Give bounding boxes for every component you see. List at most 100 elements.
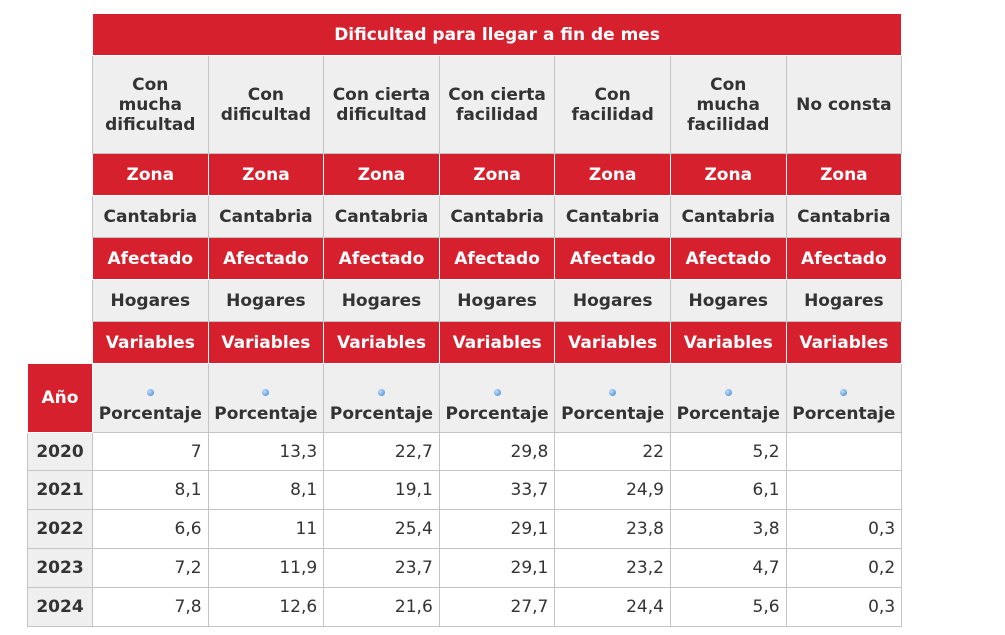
zona-label: Zona — [669, 153, 787, 196]
afectado-label: Afectado — [785, 237, 903, 280]
table-row: Zona Zona Zona Zona Zona Zona Zona — [27, 153, 903, 196]
zona-label: Zona — [323, 153, 440, 196]
afectado-label: Afectado — [323, 237, 440, 280]
year-cell: 2024 — [27, 587, 93, 627]
table-row: 2022 6,6 11 25,4 29,1 23,8 3,8 0,3 — [27, 509, 903, 549]
column-header[interactable]: Con dificultad — [207, 55, 325, 154]
value-cell: 24,9 — [554, 470, 671, 510]
value-cell: 23,2 — [554, 548, 671, 588]
variable-label: Porcentaje — [792, 404, 896, 424]
zona-value: Cantabria — [438, 195, 556, 238]
table-row: Cantabria Cantabria Cantabria Cantabria Cant… — [27, 195, 903, 238]
variable-header[interactable]: Porcentaje — [785, 363, 903, 433]
column-header[interactable]: Con cierta dificultad — [323, 55, 440, 154]
variables-label: Variables — [438, 321, 556, 364]
year-header: Año — [27, 363, 93, 433]
variables-label: Variables — [554, 321, 671, 364]
value-cell: 19,1 — [323, 470, 440, 510]
afectado-label: Afectado — [207, 237, 325, 280]
blank-cell — [27, 55, 93, 154]
value-cell: 27,7 — [438, 587, 556, 627]
variables-label: Variables — [323, 321, 440, 364]
table-row: 2020 7 13,3 22,7 29,8 22 5,2 — [27, 432, 903, 471]
info-dot-icon[interactable] — [840, 389, 848, 396]
table-row: Hogares Hogares Hogares Hogares Hogares Hogar… — [27, 279, 903, 322]
variable-label: Porcentaje — [214, 404, 318, 424]
afectado-value: Hogares — [438, 279, 556, 322]
value-cell: 6,6 — [92, 509, 209, 549]
value-cell: 5,2 — [669, 432, 787, 471]
column-header[interactable]: Con cierta facilidad — [438, 55, 556, 154]
info-dot-icon[interactable] — [493, 389, 501, 396]
zona-value: Cantabria — [92, 195, 209, 238]
table-row: Año Porcentaje Porcentaje Porcentaje Porcent… — [27, 363, 903, 433]
variable-label: Porcentaje — [445, 404, 549, 424]
column-header[interactable]: Con facilidad — [554, 55, 671, 154]
info-dot-icon[interactable] — [724, 389, 732, 396]
value-cell — [785, 470, 903, 510]
afectado-value: Hogares — [669, 279, 787, 322]
value-cell: 29,1 — [438, 509, 556, 549]
zona-label: Zona — [92, 153, 209, 196]
afectado-label: Afectado — [92, 237, 209, 280]
value-cell: 22 — [554, 432, 671, 471]
value-cell: 7,2 — [92, 548, 209, 588]
afectado-label: Afectado — [554, 237, 671, 280]
column-header[interactable]: No consta — [785, 55, 903, 154]
value-cell: 23,7 — [323, 548, 440, 588]
year-cell: 2020 — [27, 432, 93, 471]
afectado-value: Hogares — [207, 279, 325, 322]
zona-label: Zona — [785, 153, 903, 196]
variables-label: Variables — [207, 321, 325, 364]
year-cell: 2022 — [27, 509, 93, 549]
variables-label: Variables — [669, 321, 787, 364]
variable-label: Porcentaje — [561, 404, 665, 424]
blank-cell — [27, 237, 93, 280]
afectado-value: Hogares — [554, 279, 671, 322]
value-cell: 0,3 — [785, 587, 903, 627]
table-row: Afectado Afectado Afectado Afectado Afectado… — [27, 237, 903, 280]
blank-cell — [27, 13, 93, 56]
afectado-value: Hogares — [323, 279, 440, 322]
value-cell: 21,6 — [323, 587, 440, 627]
table-row: Variables Variables Variables Variables Vari… — [27, 321, 903, 364]
column-header[interactable]: Con mucha dificultad — [92, 55, 209, 154]
value-cell — [785, 432, 903, 471]
blank-cell — [27, 153, 93, 196]
variable-header[interactable]: Porcentaje — [92, 363, 209, 433]
value-cell: 24,4 — [554, 587, 671, 627]
zona-label: Zona — [438, 153, 556, 196]
value-cell: 29,1 — [438, 548, 556, 588]
value-cell: 29,8 — [438, 432, 556, 471]
variable-label: Porcentaje — [98, 404, 202, 424]
value-cell: 22,7 — [323, 432, 440, 471]
variable-label: Porcentaje — [676, 404, 780, 424]
table-row: Con mucha dificultad Con dificultad Con ci… — [27, 55, 903, 154]
zona-label: Zona — [207, 153, 325, 196]
variables-label: Variables — [92, 321, 209, 364]
table-row: Dificultad para llegar a fin de mes — [27, 13, 903, 56]
variable-header[interactable]: Porcentaje — [323, 363, 440, 433]
table-row: 2023 7,2 11,9 23,7 29,1 23,2 4,7 0,2 — [27, 548, 903, 588]
zona-value: Cantabria — [785, 195, 903, 238]
zona-label: Zona — [554, 153, 671, 196]
info-dot-icon[interactable] — [262, 389, 270, 396]
afectado-label: Afectado — [669, 237, 787, 280]
blank-cell — [27, 195, 93, 238]
value-cell: 23,8 — [554, 509, 671, 549]
table-row: 2024 7,8 12,6 21,6 27,7 24,4 5,6 0,3 — [27, 587, 903, 627]
info-dot-icon[interactable] — [377, 389, 385, 396]
column-header[interactable]: Con mucha facilidad — [669, 55, 787, 154]
value-cell: 11,9 — [207, 548, 325, 588]
value-cell: 13,3 — [207, 432, 325, 471]
value-cell: 0,2 — [785, 548, 903, 588]
afectado-value: Hogares — [785, 279, 903, 322]
variable-header[interactable]: Porcentaje — [554, 363, 671, 433]
info-dot-icon[interactable] — [146, 389, 154, 396]
info-dot-icon[interactable] — [609, 389, 617, 396]
table-title: Dificultad para llegar a fin de mes — [91, 13, 903, 56]
afectado-label: Afectado — [438, 237, 556, 280]
variable-header[interactable]: Porcentaje — [669, 363, 787, 433]
variable-header[interactable]: Porcentaje — [438, 363, 556, 433]
variable-header[interactable]: Porcentaje — [207, 363, 325, 433]
